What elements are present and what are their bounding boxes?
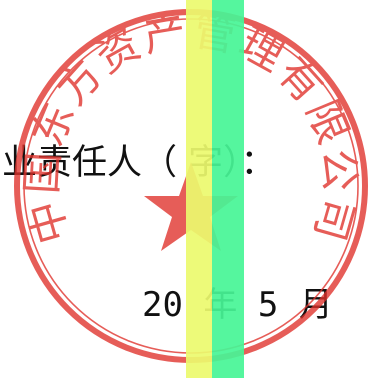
overlay-band-yellow xyxy=(186,0,212,378)
overlay-band-green xyxy=(212,0,244,378)
